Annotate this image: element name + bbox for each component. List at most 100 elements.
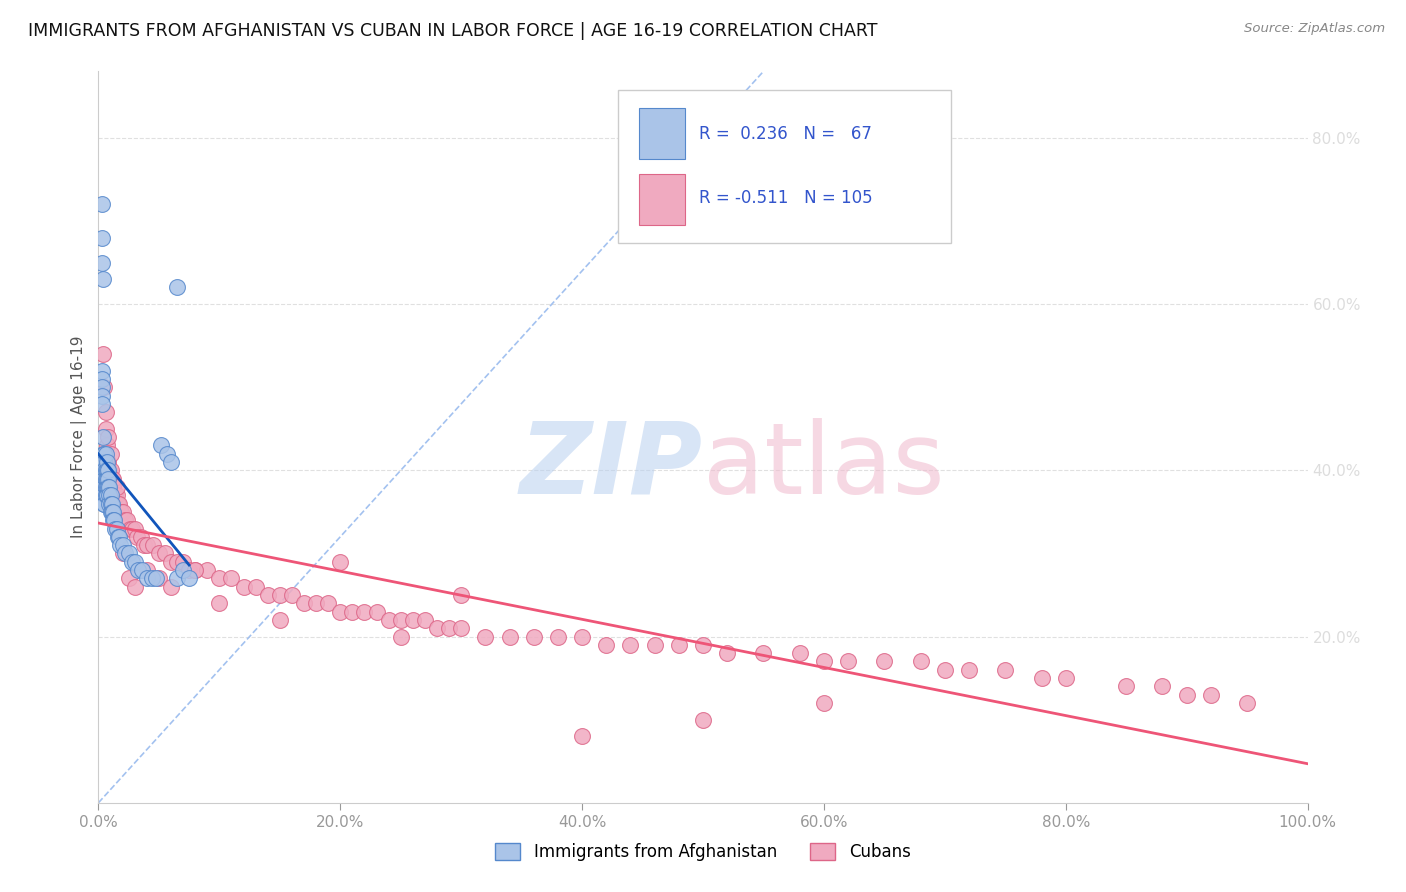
Point [105,480,128,494]
Point [97,472,120,486]
Point [91,347,114,361]
Text: atlas: atlas [703,417,945,515]
Point [837,655,859,669]
Point [91,272,114,286]
Point [127,530,149,544]
Point [166,571,188,585]
Point [316,596,339,610]
Point [94,447,117,461]
Point [100,505,122,519]
Point [94,472,117,486]
Point [94,488,117,502]
Point [256,588,278,602]
Y-axis label: In Labor Force | Age 16-19: In Labor Force | Age 16-19 [72,335,87,539]
Point [110,505,132,519]
Point [135,563,157,577]
Bar [638,108,685,159]
Point [108,538,131,552]
Point [1152,680,1174,694]
Point [108,530,131,544]
Point [91,363,114,377]
Point [131,563,153,577]
Point [150,438,173,452]
Point [91,463,114,477]
Point [910,655,932,669]
Point [100,505,122,519]
Point [208,571,231,585]
Point [105,521,128,535]
Point [389,630,412,644]
Point [160,555,183,569]
Point [692,638,714,652]
Point [91,255,114,269]
Point [93,455,115,469]
Point [96,480,118,494]
Point [172,563,194,577]
Point [127,563,149,577]
Point [93,463,115,477]
Point [160,455,183,469]
Point [692,713,714,727]
Point [108,497,131,511]
Point [179,571,201,585]
Point [245,580,267,594]
Text: R = -0.511   N = 105: R = -0.511 N = 105 [699,189,873,207]
Point [148,571,170,585]
Point [104,488,127,502]
Point [96,455,118,469]
Point [208,596,231,610]
Bar [638,174,685,225]
Point [98,497,121,511]
Point [366,605,388,619]
Point [91,430,114,444]
FancyBboxPatch shape [619,89,950,244]
Point [96,472,118,486]
Point [789,646,811,660]
Point [97,480,120,494]
Point [166,555,188,569]
Point [342,605,364,619]
Point [94,422,117,436]
Point [389,613,412,627]
Point [305,596,328,610]
Point [101,480,124,494]
Point [94,463,117,477]
Point [141,571,163,585]
Point [93,472,115,486]
Point [121,555,143,569]
Point [813,655,835,669]
Point [129,530,152,544]
Point [91,197,114,211]
Point [91,388,114,402]
Point [450,621,472,635]
Point [148,546,170,560]
Point [166,280,188,294]
Point [124,580,146,594]
Point [160,580,183,594]
Point [450,588,472,602]
Point [105,488,128,502]
Point [108,505,131,519]
Point [153,546,176,560]
Point [994,663,1017,677]
Point [101,480,124,494]
Text: IMMIGRANTS FROM AFGHANISTAN VS CUBAN IN LABOR FORCE | AGE 16-19 CORRELATION CHAR: IMMIGRANTS FROM AFGHANISTAN VS CUBAN IN … [28,22,877,40]
Point [97,463,120,477]
Point [96,438,118,452]
Point [93,447,115,461]
Point [232,580,254,594]
Point [94,480,117,494]
Point [107,530,129,544]
Point [107,497,129,511]
Point [135,571,157,585]
Point [124,555,146,569]
Point [184,563,207,577]
Point [100,497,122,511]
Point [716,646,738,660]
Point [103,513,125,527]
Point [413,613,436,627]
Point [135,538,157,552]
Point [101,505,124,519]
Point [571,630,593,644]
Point [101,472,124,486]
